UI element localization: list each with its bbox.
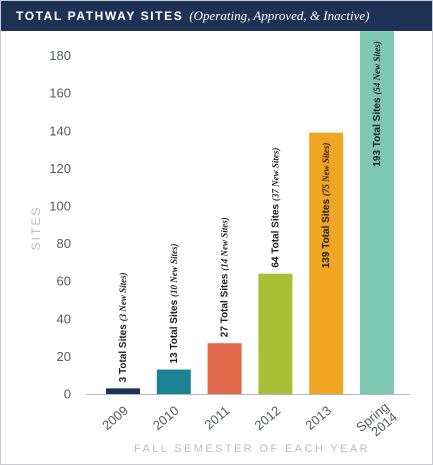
x-tick-label: Spring2014 <box>353 399 400 445</box>
data-label: 64 Total Sites (37 New Sites) <box>270 148 281 268</box>
data-label-total: 13 Total Sites <box>169 297 180 364</box>
data-label-new: (54 New Sites) <box>372 41 382 95</box>
data-label-new: (75 New Sites) <box>321 143 331 197</box>
x-tick-label-line: 2009 <box>99 403 131 433</box>
y-tick-label: 140 <box>49 123 71 138</box>
data-label-new: (14 New Sites) <box>220 217 230 271</box>
x-tick-label-line: 2012 <box>252 403 284 433</box>
bar <box>156 369 191 394</box>
data-label-total: 64 Total Sites <box>270 201 281 268</box>
data-label: 13 Total Sites (10 New Sites) <box>169 244 180 364</box>
y-tick-label: 180 <box>49 48 71 63</box>
x-tick-label-line: 2010 <box>150 403 182 433</box>
bar <box>106 388 140 394</box>
x-tick-label-line: 2011 <box>201 403 232 432</box>
data-label: 27 Total Sites (14 New Sites) <box>220 217 231 337</box>
x-tick-label-line: 2013 <box>302 403 334 433</box>
y-tick-label: 100 <box>49 199 71 214</box>
y-tick-label: 0 <box>64 387 71 402</box>
data-label: 193 Total Sites (54 New Sites) <box>372 41 383 167</box>
data-label-new: (10 New Sites) <box>169 244 179 298</box>
chart-header: TOTAL PATHWAY SITES (Operating, Approved… <box>1 1 432 31</box>
x-tick-label: 2013 <box>302 403 334 433</box>
data-label-total: 27 Total Sites <box>220 271 231 338</box>
data-label: 3 Total Sites (3 New Sites) <box>118 272 129 382</box>
y-tick-label: 160 <box>49 86 71 101</box>
y-tick-label: 20 <box>57 349 71 364</box>
bar <box>309 132 344 394</box>
x-tick-label: 2009 <box>99 403 131 433</box>
y-tick-label: 60 <box>57 274 71 289</box>
data-label-new: (3 New Sites) <box>118 272 128 321</box>
bar <box>360 31 394 394</box>
x-tick-label: 2011 <box>201 403 232 432</box>
bar <box>207 343 242 394</box>
y-tick-label: 80 <box>57 236 71 251</box>
data-label: 139 Total Sites (75 New Sites) <box>321 143 332 269</box>
bar <box>258 273 293 394</box>
y-tick-label: 120 <box>49 161 71 176</box>
chart-title: TOTAL PATHWAY SITES <box>16 9 184 23</box>
x-tick-label: 2010 <box>150 403 182 433</box>
y-axis-label: SITES <box>29 206 43 251</box>
x-axis-label: FALL SEMESTER OF EACH YEAR <box>134 443 370 455</box>
data-label-new: (37 New Sites) <box>270 148 280 202</box>
x-tick-label: 2012 <box>252 403 284 433</box>
data-label-total: 193 Total Sites <box>372 95 383 167</box>
data-label-total: 139 Total Sites <box>321 196 332 268</box>
data-label-total: 3 Total Sites <box>118 321 129 382</box>
chart-subtitle: (Operating, Approved, & Inactive) <box>189 8 370 23</box>
y-tick-label: 40 <box>57 311 71 326</box>
